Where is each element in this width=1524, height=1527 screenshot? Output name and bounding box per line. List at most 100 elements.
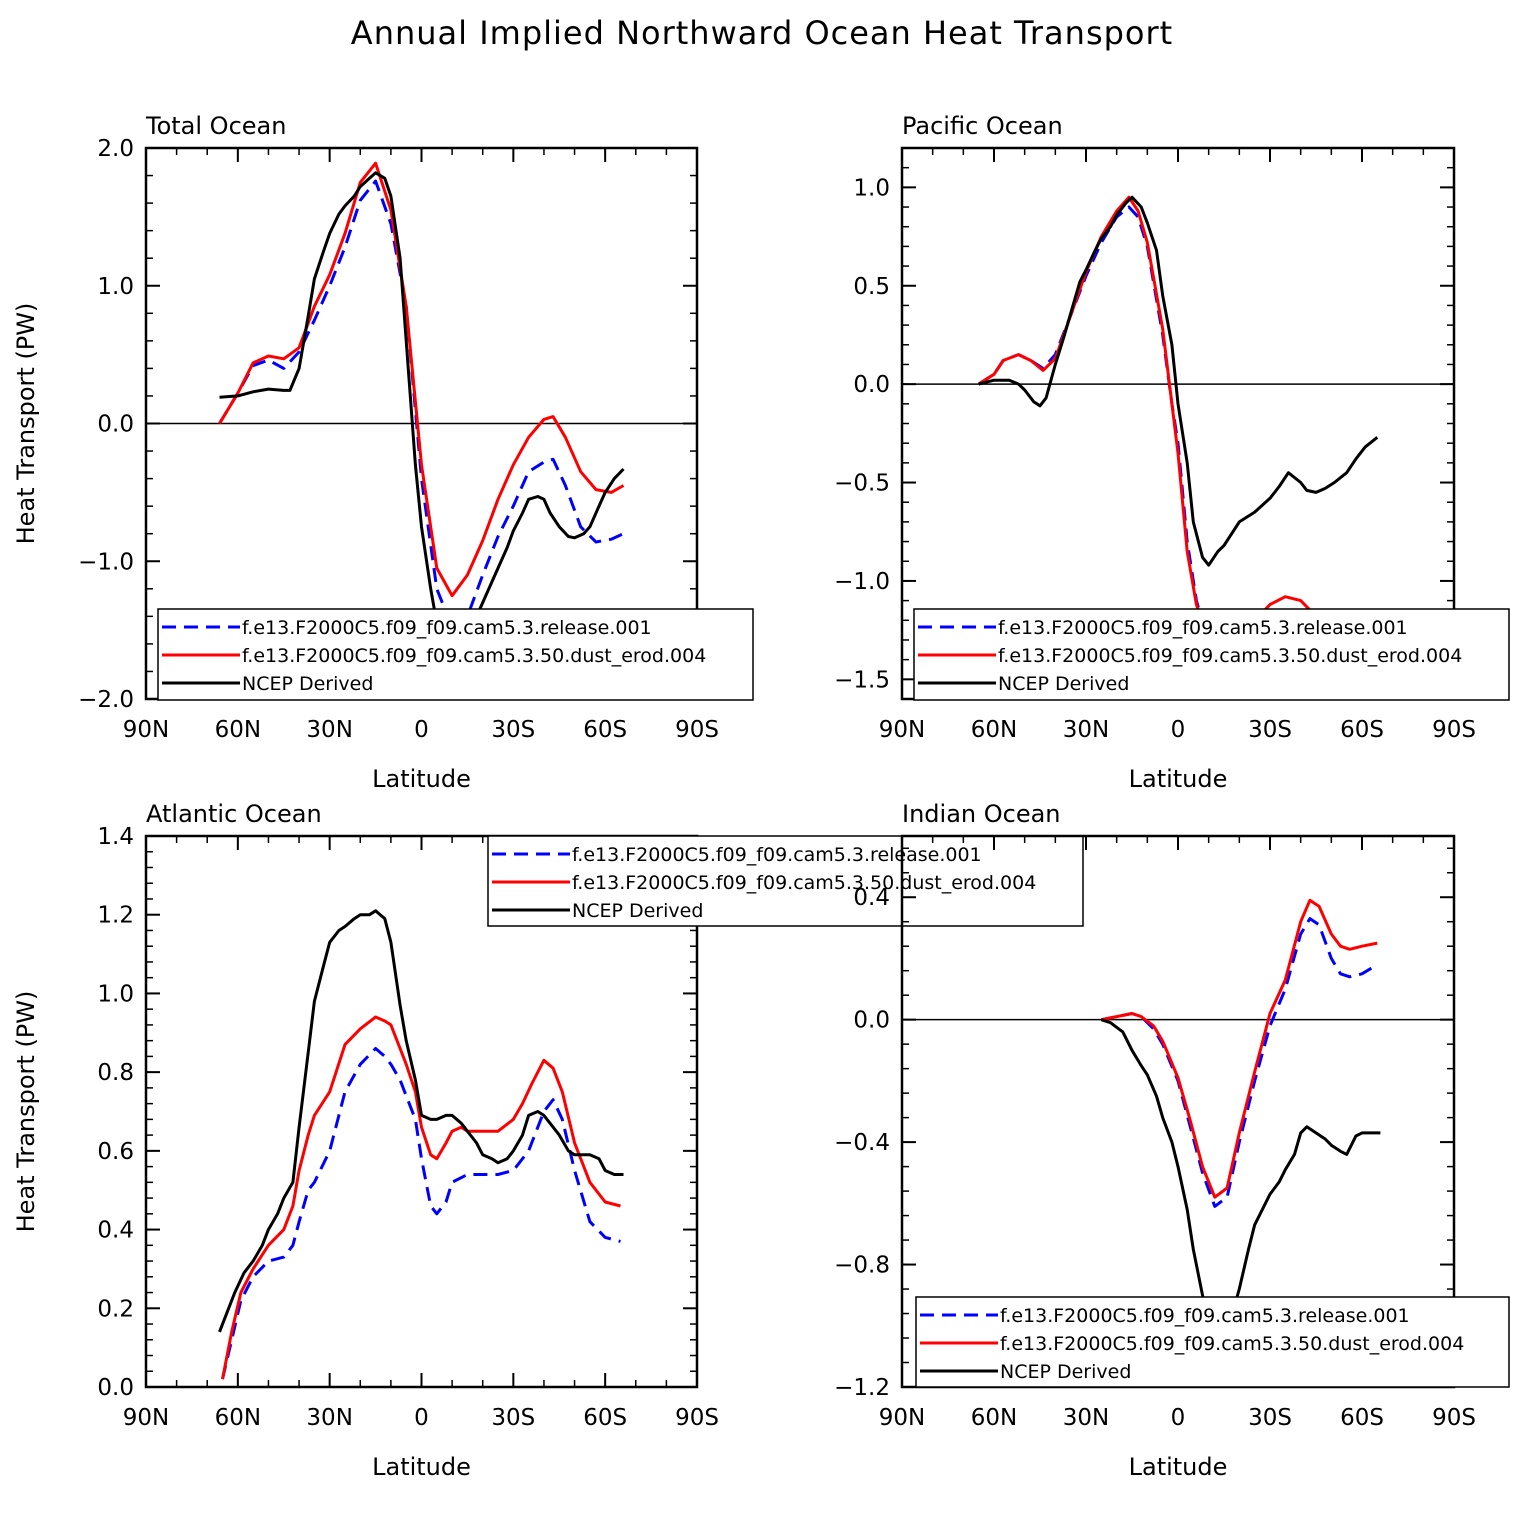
x-tick-label: 60S xyxy=(1340,717,1384,743)
series-line-ncep xyxy=(978,195,1379,567)
series-line-dust xyxy=(218,161,625,598)
series-line-ncep xyxy=(1100,1018,1381,1340)
legend-label-release: f.e13.F2000C5.f09_f09.cam5.3.release.001 xyxy=(998,617,1408,639)
y-tick-label: 0.0 xyxy=(97,412,134,438)
chart-panel-2: Atlantic Ocean 90N 60N 30N 0 30S 60S 90S 0.0 0.2 0… xyxy=(12,800,1084,1481)
series-line-release xyxy=(977,205,1378,662)
y-tick-label: −0.8 xyxy=(834,1253,890,1279)
series-line-dust xyxy=(1101,898,1378,1199)
panel-title: Atlantic Ocean xyxy=(146,800,322,828)
chart-panel-1: Pacific Ocean 90N 60N 30N 0 30S 60S 90S −1.5 −1.0… xyxy=(834,112,1510,793)
series-line-dust xyxy=(221,1015,621,1380)
y-tick-label: −2.0 xyxy=(78,687,134,713)
y-tick-label: −0.4 xyxy=(834,1130,890,1156)
series-line-ncep xyxy=(219,171,625,653)
y-tick-label: −1.0 xyxy=(834,569,890,595)
panel-title: Total Ocean xyxy=(145,112,286,140)
y-tick-label: −1.0 xyxy=(78,549,134,575)
legend-label-dust: f.e13.F2000C5.f09_f09.cam5.3.50.dust_ero… xyxy=(998,645,1462,667)
y-axis-label: Heat Transport (PW) xyxy=(12,303,40,545)
y-tick-label: 0.0 xyxy=(853,372,890,398)
x-axis-label: Latitude xyxy=(372,1453,471,1481)
y-axis-label: Heat Transport (PW) xyxy=(12,991,40,1233)
y-tick-label: 2.0 xyxy=(97,136,134,162)
chart-panel-0: Total Ocean 90N 60N 30N 0 30S 60S 90S −2.0 −1.0 0.… xyxy=(12,112,754,793)
legend: f.e13.F2000C5.f09_f09.cam5.3.release.001… xyxy=(915,1296,1510,1388)
legend-label-ncep: NCEP Derived xyxy=(572,900,703,922)
x-tick-label: 90N xyxy=(879,1405,925,1431)
legend-box xyxy=(915,1296,1510,1388)
y-tick-label: 1.2 xyxy=(97,903,134,929)
series-line-release xyxy=(218,179,625,629)
legend: f.e13.F2000C5.f09_f09.cam5.3.release.001… xyxy=(157,608,754,701)
x-tick-label: 0 xyxy=(414,717,429,743)
legend-label-release: f.e13.F2000C5.f09_f09.cam5.3.release.001 xyxy=(572,844,982,866)
y-tick-label: 0.0 xyxy=(853,1008,890,1034)
legend: f.e13.F2000C5.f09_f09.cam5.3.release.001… xyxy=(487,835,1084,927)
y-tick-label: 1.0 xyxy=(853,175,890,201)
x-tick-label: 90S xyxy=(675,717,719,743)
x-axis-label: Latitude xyxy=(1129,765,1228,793)
page-title: Annual Implied Northward Ocean Heat Tran… xyxy=(350,14,1174,52)
legend-label-ncep: NCEP Derived xyxy=(998,673,1129,695)
y-tick-label: 1.4 xyxy=(97,824,134,850)
series-line-release xyxy=(221,1047,621,1380)
series-line-release xyxy=(1101,917,1379,1208)
series-line-ncep xyxy=(218,909,624,1333)
legend-box xyxy=(913,608,1510,701)
legend-label-dust: f.e13.F2000C5.f09_f09.cam5.3.50.dust_ero… xyxy=(572,872,1036,894)
y-tick-label: 0.2 xyxy=(97,1296,134,1322)
x-tick-label: 90N xyxy=(879,717,925,743)
legend-label-ncep: NCEP Derived xyxy=(1000,1361,1131,1383)
y-tick-label: −1.2 xyxy=(834,1375,890,1401)
x-axis-label: Latitude xyxy=(1129,1453,1228,1481)
legend-label-dust: f.e13.F2000C5.f09_f09.cam5.3.50.dust_ero… xyxy=(1000,1333,1464,1355)
y-tick-label: 0.0 xyxy=(97,1375,134,1401)
x-tick-label: 60N xyxy=(215,1405,261,1431)
series-line-dust xyxy=(977,195,1379,648)
x-tick-label: 90N xyxy=(123,1405,169,1431)
legend-box xyxy=(157,608,754,701)
y-tick-label: 0.4 xyxy=(853,885,890,911)
x-axis-label: Latitude xyxy=(372,765,471,793)
y-tick-label: 0.8 xyxy=(97,1060,134,1086)
x-tick-label: 0 xyxy=(414,1405,429,1431)
panel-title: Indian Ocean xyxy=(902,800,1061,828)
x-tick-label: 30N xyxy=(306,717,352,743)
x-tick-label: 90S xyxy=(675,1405,719,1431)
y-tick-label: 1.0 xyxy=(97,981,134,1007)
x-tick-label: 60N xyxy=(971,717,1017,743)
legend: f.e13.F2000C5.f09_f09.cam5.3.release.001… xyxy=(913,608,1510,701)
x-tick-label: 60S xyxy=(583,717,627,743)
y-tick-label: 1.0 xyxy=(97,274,134,300)
legend-label-release: f.e13.F2000C5.f09_f09.cam5.3.release.001 xyxy=(1000,1305,1410,1327)
x-tick-label: 90N xyxy=(123,717,169,743)
x-tick-label: 30S xyxy=(1248,1405,1292,1431)
panel-title: Pacific Ocean xyxy=(902,112,1063,140)
x-tick-label: 0 xyxy=(1171,1405,1186,1431)
plot-frame xyxy=(144,834,699,1389)
x-tick-label: 90S xyxy=(1432,1405,1476,1431)
y-tick-label: −1.5 xyxy=(834,667,890,693)
legend-label-ncep: NCEP Derived xyxy=(242,673,373,695)
legend-box xyxy=(487,835,1084,927)
x-tick-label: 30N xyxy=(306,1405,352,1431)
x-tick-label: 60N xyxy=(215,717,261,743)
x-tick-label: 30S xyxy=(1248,717,1292,743)
x-tick-label: 30S xyxy=(491,717,535,743)
x-tick-label: 30N xyxy=(1063,1405,1109,1431)
y-tick-label: 0.5 xyxy=(853,274,890,300)
chart-panel-3: Indian Ocean 90N 60N 30N 0 30S 60S 90S −1.2 −0.8 −… xyxy=(834,800,1510,1481)
legend-label-dust: f.e13.F2000C5.f09_f09.cam5.3.50.dust_ero… xyxy=(242,645,706,667)
y-tick-label: −0.5 xyxy=(834,471,890,497)
x-tick-label: 30N xyxy=(1063,717,1109,743)
legend-label-release: f.e13.F2000C5.f09_f09.cam5.3.release.001 xyxy=(242,617,652,639)
x-tick-label: 0 xyxy=(1171,717,1186,743)
x-tick-label: 60S xyxy=(1340,1405,1384,1431)
y-tick-label: 0.4 xyxy=(97,1218,134,1244)
x-tick-label: 60S xyxy=(583,1405,627,1431)
x-tick-label: 60N xyxy=(971,1405,1017,1431)
y-tick-label: 0.6 xyxy=(97,1139,134,1165)
x-tick-label: 30S xyxy=(491,1405,535,1431)
